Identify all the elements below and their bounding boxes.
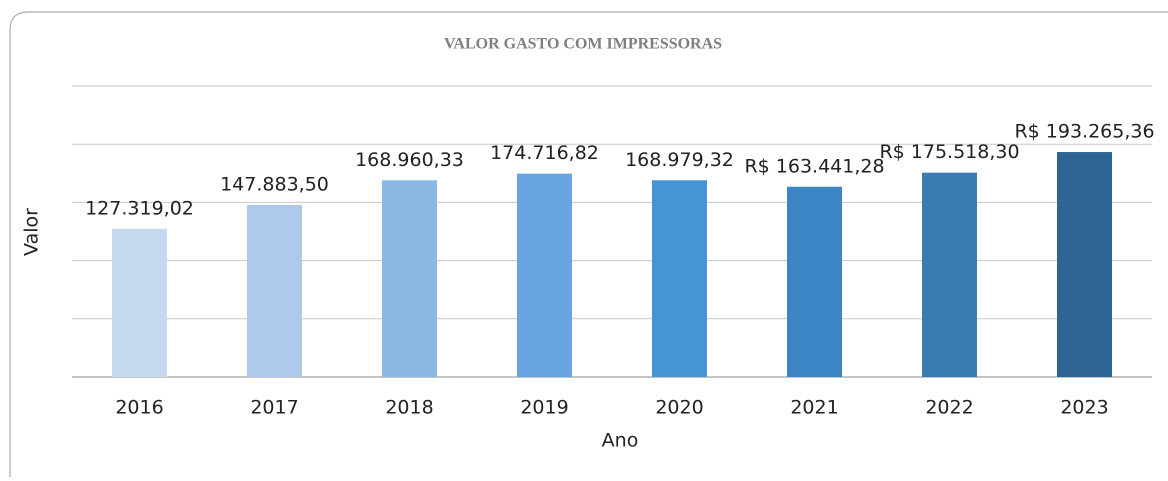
data-label: 127.319,02 (85, 197, 194, 219)
x-tick-label: 2021 (790, 397, 838, 419)
bar (247, 204, 302, 377)
x-tick-label: 2022 (925, 397, 973, 419)
data-label: R$ 193.265,36 (1014, 121, 1154, 143)
bar (922, 172, 977, 377)
x-axis-title: Ano (602, 430, 639, 452)
x-tick-label: 2019 (520, 397, 568, 419)
bar (652, 180, 707, 377)
data-label: 168.960,33 (355, 149, 464, 171)
x-tick-label: 2016 (115, 397, 163, 419)
data-label: 147.883,50 (220, 173, 329, 195)
chart-title: VALOR GASTO COM IMPRESSORAS (444, 36, 722, 53)
bar (1057, 152, 1112, 377)
bar (517, 173, 572, 377)
data-label: R$ 175.518,30 (879, 141, 1019, 163)
chart-frame (9, 11, 1168, 477)
data-label: R$ 163.441,28 (744, 155, 884, 177)
x-tick-label: 2017 (250, 397, 298, 419)
data-label: 174.716,82 (490, 142, 599, 164)
bar (112, 228, 167, 377)
data-label: 168.979,32 (625, 149, 734, 171)
bar (382, 180, 437, 377)
bar (787, 186, 842, 377)
x-tick-label: 2018 (385, 397, 433, 419)
y-axis-title: Valor (21, 208, 43, 256)
x-tick-label: 2020 (655, 397, 703, 419)
x-tick-label: 2023 (1060, 397, 1108, 419)
